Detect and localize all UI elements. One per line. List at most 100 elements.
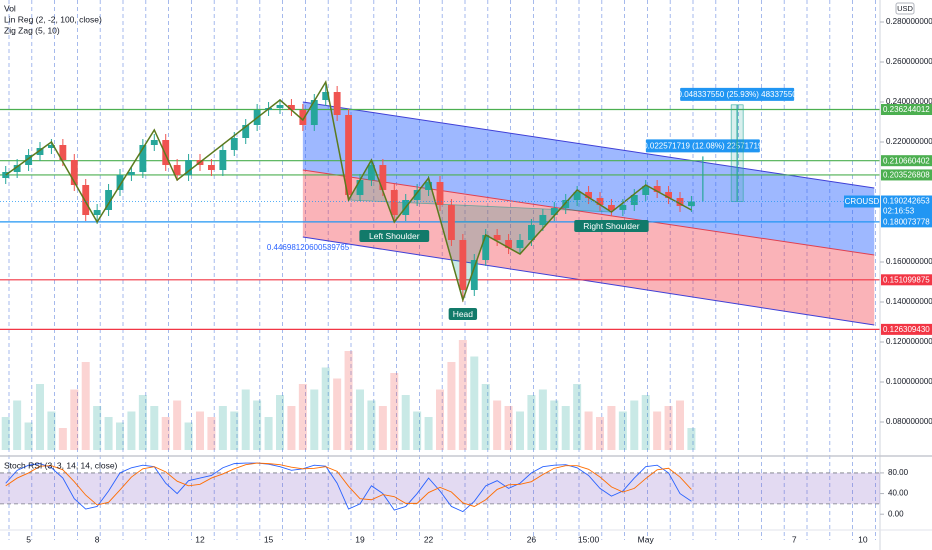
volume-bar bbox=[401, 395, 410, 450]
volume-bar bbox=[344, 351, 353, 450]
volume-bar bbox=[596, 417, 604, 450]
candle-body bbox=[585, 192, 592, 198]
volume-bar bbox=[47, 411, 56, 450]
candle-body bbox=[299, 110, 307, 125]
candle-body bbox=[82, 185, 90, 215]
volume-bar bbox=[458, 340, 467, 450]
y-tick-label: 0.220000000 bbox=[886, 137, 932, 146]
pattern-label-box bbox=[574, 220, 649, 232]
volume-bar bbox=[424, 417, 433, 450]
volume-bar bbox=[196, 411, 204, 450]
candle-body bbox=[608, 205, 615, 210]
volume-bar bbox=[173, 400, 182, 450]
volume-bar bbox=[81, 362, 90, 450]
volume-bar bbox=[641, 395, 650, 450]
pattern-label-text: Head bbox=[453, 309, 474, 319]
candle-body bbox=[116, 175, 124, 190]
candle-body bbox=[208, 165, 215, 170]
volume-bar bbox=[36, 384, 44, 450]
lin-reg-middle bbox=[302, 169, 875, 256]
x-tick-label: 15:00 bbox=[578, 534, 600, 544]
candle-body bbox=[482, 235, 490, 260]
volume-bar bbox=[618, 411, 627, 450]
candle-body bbox=[242, 125, 250, 138]
candle-body bbox=[13, 165, 21, 172]
currency-label: USD bbox=[897, 4, 913, 13]
volume-bar bbox=[321, 367, 330, 450]
candle-body bbox=[448, 205, 455, 240]
x-tick-label: May bbox=[638, 534, 655, 544]
candle-body bbox=[550, 208, 558, 215]
currency-box bbox=[895, 2, 915, 15]
volume-bar bbox=[390, 373, 399, 450]
x-tick-label: 5 bbox=[26, 534, 31, 544]
x-tick-label: 12 bbox=[195, 534, 205, 544]
candle-body bbox=[2, 172, 10, 178]
measure-box bbox=[680, 87, 795, 101]
candle-body bbox=[528, 225, 535, 240]
candle-body bbox=[665, 192, 672, 198]
volume-bar bbox=[93, 406, 102, 450]
volume-bar bbox=[24, 422, 33, 450]
stoch-line bbox=[5, 462, 692, 507]
volume-bar bbox=[253, 400, 262, 450]
candle-body bbox=[230, 138, 238, 150]
volume-bar bbox=[310, 389, 319, 450]
lin-reg-lower bbox=[302, 236, 875, 326]
level-badge-label: 0.180073778 bbox=[883, 217, 930, 226]
y-tick-label: 0.260000000 bbox=[886, 57, 932, 66]
y-tick-label: 0.080000000 bbox=[886, 417, 932, 426]
volume-bar bbox=[664, 406, 673, 450]
y-tick-label: 0.120000000 bbox=[886, 337, 932, 346]
x-tick-label: 7 bbox=[792, 534, 797, 544]
stoch-y-tick-label: 40.00 bbox=[888, 489, 909, 498]
volume-bar bbox=[184, 422, 193, 450]
stoch-line bbox=[5, 462, 692, 513]
pattern-label-box bbox=[448, 308, 478, 320]
indicator-label: Lin Reg (2, -2, 100, close) bbox=[4, 14, 102, 24]
x-tick-label: 15 bbox=[264, 534, 274, 544]
volume-bar bbox=[127, 411, 136, 450]
volume-bar bbox=[527, 395, 536, 450]
candle-body bbox=[642, 186, 650, 195]
x-tick-label: 8 bbox=[95, 534, 100, 544]
y-tick-label: 0.240000000 bbox=[886, 97, 932, 106]
volume-bar bbox=[561, 406, 570, 450]
volume-bar bbox=[436, 389, 444, 450]
candle-body bbox=[345, 115, 352, 195]
indicator-label: Zig Zag (5, 10) bbox=[4, 25, 60, 35]
y-tick-label: 0.160000000 bbox=[886, 257, 932, 266]
volume-bar bbox=[573, 384, 582, 450]
pattern-label: Head bbox=[448, 308, 478, 320]
volume-bar bbox=[470, 356, 479, 450]
volume-bar bbox=[550, 400, 559, 450]
candle-body bbox=[493, 235, 501, 240]
stoch-band bbox=[0, 472, 880, 504]
x-tick-label: 10 bbox=[858, 534, 868, 544]
volume-bar bbox=[70, 389, 79, 450]
pattern-label: Left Shoulder bbox=[359, 230, 430, 242]
candle-body bbox=[688, 201, 695, 206]
candle-body bbox=[539, 215, 547, 225]
candle-body bbox=[288, 105, 295, 110]
x-tick-label: 22 bbox=[424, 534, 434, 544]
candle-body bbox=[70, 160, 78, 185]
last-price-label: 0.190242653 bbox=[883, 197, 930, 206]
lin-reg-upper-fill bbox=[302, 102, 875, 255]
candle-body bbox=[653, 186, 661, 192]
candle-body bbox=[356, 180, 364, 195]
candle-body bbox=[379, 165, 387, 190]
candle-body bbox=[470, 260, 478, 290]
candle-body bbox=[368, 165, 375, 180]
volume-bar bbox=[653, 411, 662, 450]
level-badge-label: 0.236244012 bbox=[883, 105, 930, 114]
candle-body bbox=[59, 145, 67, 160]
volume-bar bbox=[630, 400, 639, 450]
volume-bar bbox=[687, 428, 696, 450]
volume-bar bbox=[13, 400, 22, 450]
candle-body bbox=[105, 190, 112, 210]
volume-bar bbox=[116, 422, 124, 450]
candle-body bbox=[413, 190, 421, 200]
candle-body bbox=[128, 172, 135, 175]
stoch-y-tick-label: 80.00 bbox=[888, 468, 909, 477]
